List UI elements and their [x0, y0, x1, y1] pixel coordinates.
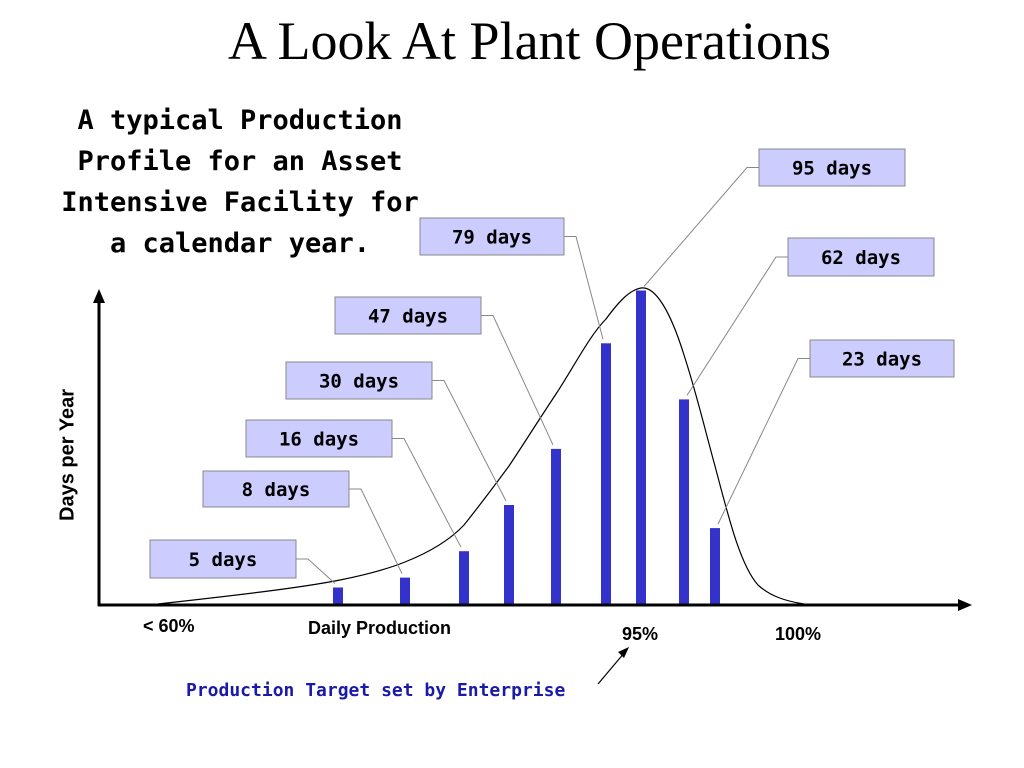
data-label: 23 days	[842, 349, 922, 371]
bar-8-days	[400, 577, 410, 604]
distribution-curve	[157, 287, 805, 605]
data-label: 95 days	[792, 158, 872, 180]
slide-title: A Look At Plant Operations	[228, 11, 831, 71]
bar-30-days	[504, 505, 514, 604]
x-tick-label-target: 95%	[622, 624, 659, 644]
x-tick-label-min: < 60%	[143, 616, 195, 636]
data-label: 16 days	[279, 429, 359, 451]
leader-line	[717, 358, 810, 525]
y-axis-arrow	[93, 289, 105, 303]
data-label: 30 days	[319, 371, 399, 393]
x-axis-label: Daily Production	[308, 618, 452, 638]
bar-62-days	[679, 399, 689, 604]
production-target-annotation: Production Target set by Enterprise	[186, 680, 566, 701]
x-axis-arrow	[958, 599, 972, 611]
leader-line	[481, 315, 554, 446]
data-label-box	[758, 148, 906, 187]
bar-5-days	[333, 587, 343, 604]
data-label-box	[334, 296, 482, 335]
data-label: 8 days	[242, 479, 311, 501]
leader-line	[564, 236, 604, 340]
data-label-box	[245, 419, 393, 458]
y-axis-label: Days per Year	[56, 389, 79, 521]
data-label-box	[202, 470, 350, 508]
x-tick-label-max: 100%	[775, 624, 822, 644]
leader-line	[432, 380, 507, 502]
leader-line	[643, 167, 759, 287]
bar-23-days	[710, 528, 720, 604]
data-label: 5 days	[189, 549, 258, 571]
data-label-box	[787, 237, 935, 277]
chart-subtitle: A typical Production Profile for an Asse…	[61, 105, 419, 259]
data-label-box	[285, 361, 433, 400]
bar-95-days	[636, 290, 646, 604]
data-label: 47 days	[368, 306, 448, 328]
data-label-box	[809, 339, 955, 378]
data-label-box	[419, 217, 565, 256]
bar-47-days	[551, 448, 561, 604]
data-label-box	[149, 539, 297, 579]
leader-line	[392, 438, 462, 548]
target-arrow-line	[597, 651, 626, 685]
leader-line	[296, 558, 336, 584]
leader-line	[349, 488, 403, 574]
target-arrow-head	[618, 647, 629, 658]
bar-79-days	[601, 343, 611, 604]
bar-16-days	[459, 551, 469, 604]
data-label: 79 days	[452, 227, 532, 249]
leader-line	[686, 256, 788, 396]
data-label: 62 days	[821, 247, 901, 269]
